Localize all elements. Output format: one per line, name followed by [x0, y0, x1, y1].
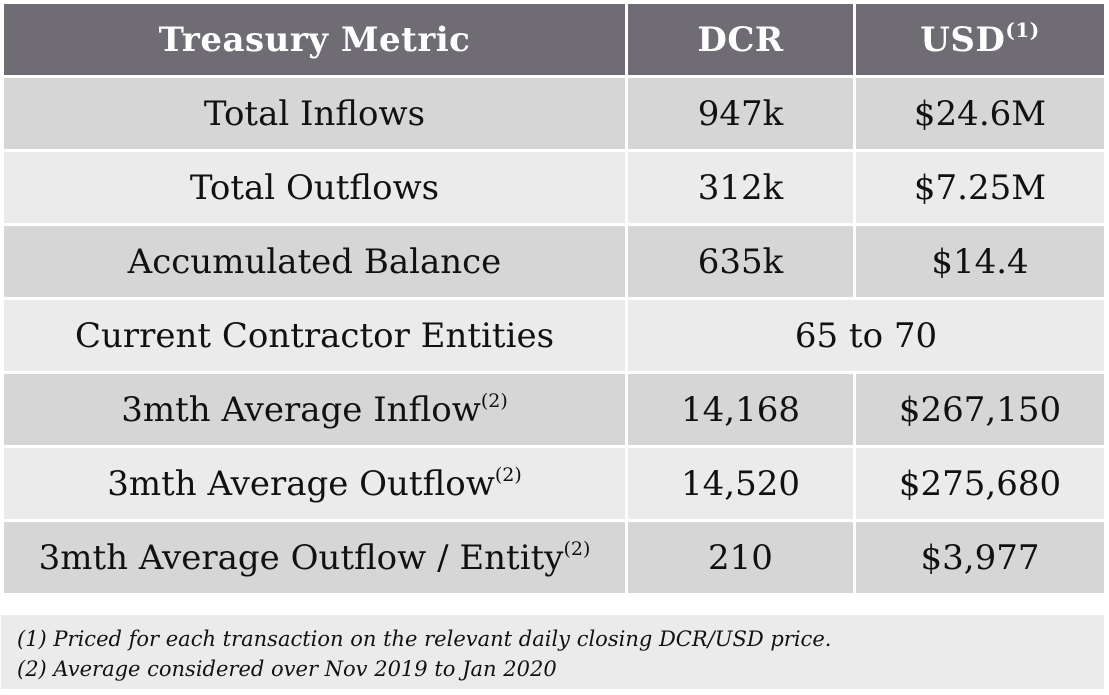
row-metric: 3mth Average Inflow	[121, 389, 481, 430]
row-merged-value: 65 to 70	[625, 297, 1107, 374]
table-row: Current Contractor Entities 65 to 70	[1, 297, 1107, 374]
row-metric: Current Contractor Entities	[1, 297, 628, 374]
footnote-1: (1) Priced for each transaction on the r…	[17, 627, 832, 651]
treasury-metrics-table: Treasury Metric DCR USD(1) Total Inflows…	[1, 1, 1107, 596]
header-treasury-metric: Treasury Metric	[1, 1, 628, 78]
row-metric: 3mth Average Outflow	[107, 463, 495, 504]
row-dcr-value: 210	[625, 519, 856, 596]
row-metric-cell: 3mth Average Outflow(2)	[1, 445, 628, 522]
row-metric: Total Inflows	[1, 75, 628, 152]
table-row: Accumulated Balance 635k $14.4	[1, 223, 1107, 300]
row-usd-value: $3,977	[853, 519, 1107, 596]
row-metric-cell: 3mth Average Inflow(2)	[1, 371, 628, 448]
table-row: Total Inflows 947k $24.6M	[1, 75, 1107, 152]
row-usd-value: $24.6M	[853, 75, 1107, 152]
row-metric-cell: 3mth Average Outflow / Entity(2)	[1, 519, 628, 596]
footnotes: (1) Priced for each transaction on the r…	[1, 612, 1104, 689]
header-usd-label: USD	[920, 19, 1006, 60]
header-usd-footnote-ref: (1)	[1005, 17, 1040, 42]
table-row: 3mth Average Inflow(2) 14,168 $267,150	[1, 371, 1107, 448]
row-metric: Accumulated Balance	[1, 223, 628, 300]
table-row: Total Outflows 312k $7.25M	[1, 149, 1107, 226]
table-header-row: Treasury Metric DCR USD(1)	[1, 1, 1107, 78]
row-dcr-value: 312k	[625, 149, 856, 226]
row-usd-value: $7.25M	[853, 149, 1107, 226]
row-dcr-value: 947k	[625, 75, 856, 152]
footnote-2: (2) Average considered over Nov 2019 to …	[17, 657, 557, 681]
row-dcr-value: 14,520	[625, 445, 856, 522]
row-usd-value: $14.4	[853, 223, 1107, 300]
row-footnote-ref: (2)	[494, 463, 522, 486]
header-dcr: DCR	[625, 1, 856, 78]
row-metric: Total Outflows	[1, 149, 628, 226]
row-metric: 3mth Average Outflow / Entity	[38, 537, 564, 578]
table-row: 3mth Average Outflow / Entity(2) 210 $3,…	[1, 519, 1107, 596]
row-footnote-ref: (2)	[480, 389, 508, 412]
header-usd: USD(1)	[853, 1, 1107, 78]
table-row: 3mth Average Outflow(2) 14,520 $275,680	[1, 445, 1107, 522]
row-footnote-ref: (2)	[563, 537, 591, 560]
row-dcr-value: 14,168	[625, 371, 856, 448]
row-dcr-value: 635k	[625, 223, 856, 300]
row-usd-value: $275,680	[853, 445, 1107, 522]
row-usd-value: $267,150	[853, 371, 1107, 448]
